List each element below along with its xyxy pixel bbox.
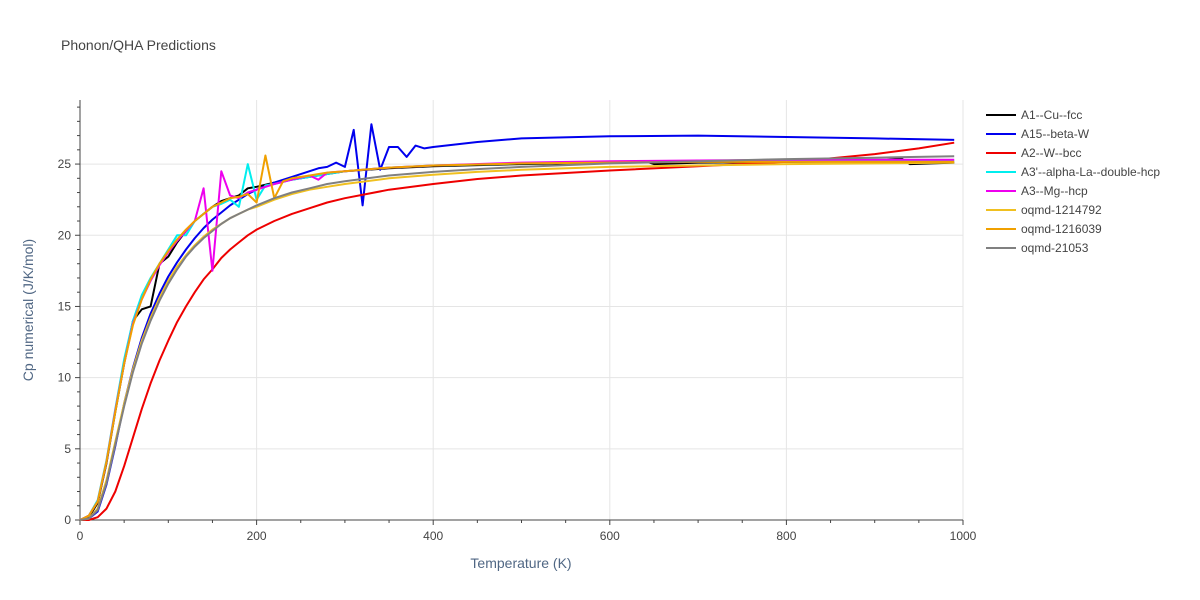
x-tick-label: 200 — [247, 529, 267, 543]
y-tick-label: 0 — [64, 513, 71, 527]
y-axis-title: Cp numerical (J/K/mol) — [20, 239, 36, 381]
series-line-5 — [80, 163, 954, 520]
legend-item[interactable]: oqmd-1216039 — [986, 222, 1102, 236]
y-tick-label: 20 — [58, 228, 72, 242]
x-tick-label: 600 — [600, 529, 620, 543]
series-line-1 — [80, 124, 954, 520]
legend-item[interactable]: A3--Mg--hcp — [986, 184, 1088, 198]
x-axis-title: Temperature (K) — [470, 555, 571, 571]
legend-item[interactable]: oqmd-21053 — [986, 241, 1089, 255]
legend-label: A3--Mg--hcp — [1021, 184, 1088, 198]
legend-label: A2--W--bcc — [1021, 146, 1081, 160]
legend-label: oqmd-21053 — [1021, 241, 1089, 255]
legend-label: A1--Cu--fcc — [1021, 108, 1082, 122]
chart-title: Phonon/QHA Predictions — [61, 37, 216, 53]
legend-item[interactable]: A3'--alpha-La--double-hcp — [986, 165, 1160, 179]
legend-item[interactable]: A1--Cu--fcc — [986, 108, 1082, 122]
legend-label: oqmd-1216039 — [1021, 222, 1102, 236]
series-line-7 — [80, 156, 954, 520]
x-tick-label: 0 — [77, 529, 84, 543]
x-tick-label: 800 — [776, 529, 796, 543]
series-line-3 — [80, 161, 954, 521]
x-tick-label: 1000 — [950, 529, 977, 543]
legend-item[interactable]: A15--beta-W — [986, 127, 1090, 141]
y-tick-label: 10 — [58, 371, 72, 385]
series-lines — [80, 124, 954, 520]
legend-label: A3'--alpha-La--double-hcp — [1021, 165, 1160, 179]
series-line-4 — [80, 160, 954, 520]
series-line-2 — [80, 143, 954, 520]
x-tick-label: 400 — [423, 529, 443, 543]
legend-item[interactable]: A2--W--bcc — [986, 146, 1081, 160]
series-line-0 — [80, 158, 954, 520]
legend-label: oqmd-1214792 — [1021, 203, 1102, 217]
y-tick-label: 15 — [58, 299, 72, 313]
legend-item[interactable]: oqmd-1214792 — [986, 203, 1102, 217]
y-tick-label: 25 — [58, 157, 72, 171]
legend[interactable]: A1--Cu--fcc A15--beta-W A2--W--bcc A3'--alp… — [986, 108, 1160, 255]
series-line-6 — [80, 156, 954, 521]
y-tick-label: 5 — [64, 442, 71, 456]
legend-label: A15--beta-W — [1021, 127, 1090, 141]
